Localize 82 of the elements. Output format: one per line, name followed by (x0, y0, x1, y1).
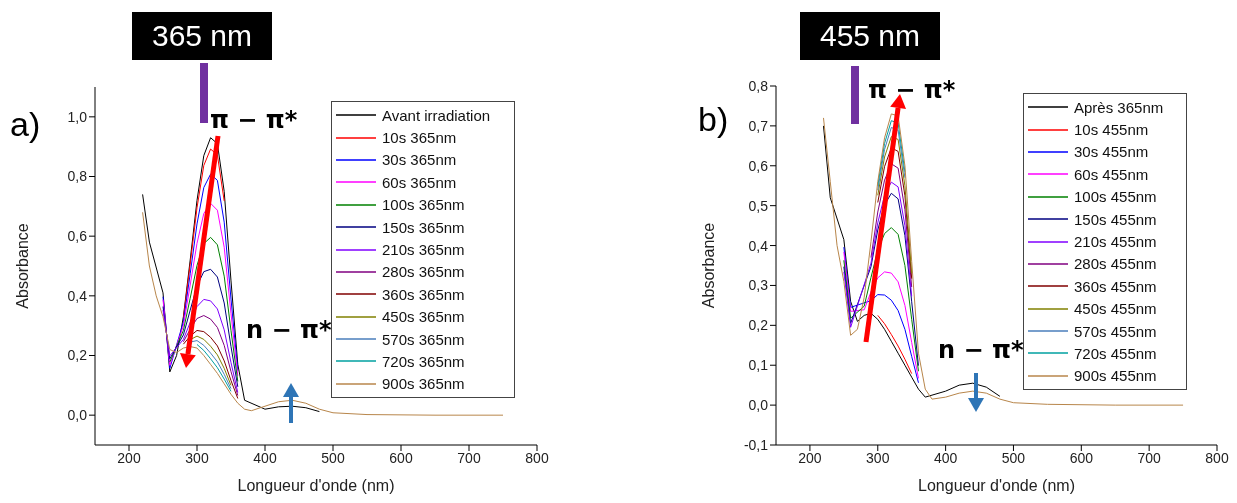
legend-label: 450s 455nm (1074, 300, 1157, 318)
y-tick-label: 0,0 (748, 397, 769, 414)
y-tick-label: 0,4 (67, 287, 88, 304)
text: 455 nm (800, 12, 940, 60)
legend-label: 720s 455nm (1074, 344, 1157, 362)
y-tick-label: 0,6 (67, 228, 88, 245)
x-tick-label: 600 (389, 449, 413, 466)
x-tick-label: 800 (1205, 449, 1229, 466)
line-series (843, 192, 919, 367)
legend-label: 150s 455nm (1074, 210, 1157, 228)
x-tick-label: 200 (798, 449, 822, 466)
x-tick-label: 700 (457, 449, 481, 466)
text: b) (698, 100, 729, 139)
legend-label: 100s 455nm (1074, 188, 1157, 206)
annotation: n − π* (246, 316, 332, 344)
y-tick-label: 0,0 (67, 407, 88, 424)
legend-label: 900s 455nm (1074, 367, 1157, 385)
y-axis-title: Absorbance (14, 223, 31, 309)
legend-label: 10s 455nm (1074, 121, 1149, 139)
line-series (182, 329, 239, 399)
x-tick-label: 300 (866, 449, 890, 466)
annotation: π − π* (210, 106, 298, 134)
legend-label: 280s 365nm (382, 263, 465, 281)
line-series (182, 148, 225, 319)
y-tick-label: 0,1 (748, 357, 769, 374)
legend-label: 30s 455nm (1074, 143, 1149, 161)
y-tick-label: 0,2 (67, 347, 88, 364)
y-tick-label: -0,1 (743, 436, 769, 453)
legend-label: 60s 455nm (1074, 165, 1149, 183)
y-tick-label: 0,5 (748, 197, 769, 214)
annotation: π − π* (868, 76, 956, 104)
x-tick-label: 200 (117, 449, 141, 466)
y-tick-label: 0,4 (748, 237, 769, 254)
annotation: n − π* (938, 336, 1024, 364)
line-series (162, 202, 239, 377)
x-axis-title: Longueur d'onde (nm) (918, 477, 1075, 494)
legend-label: 210s 455nm (1074, 233, 1157, 251)
y-tick-label: 1,0 (67, 108, 88, 125)
legend-label: 900s 365nm (382, 375, 465, 393)
x-tick-label: 400 (933, 449, 958, 466)
line-series (162, 298, 239, 393)
x-axis-title: Longueur d'onde (nm) (237, 477, 395, 494)
line-series (182, 315, 239, 396)
line-series (169, 236, 239, 382)
y-tick-label: 0,3 (748, 277, 769, 294)
y-tick-label: 0,8 (748, 77, 769, 94)
legend-label: 360s 455nm (1074, 277, 1157, 295)
x-tick-label: 600 (1069, 449, 1094, 466)
y-tick-label: 0,7 (748, 117, 769, 134)
line-series (877, 314, 913, 375)
x-tick-label: 500 (321, 449, 345, 466)
legend-label: Après 365nm (1074, 98, 1164, 116)
y-tick-label: 0,8 (67, 168, 88, 185)
y-tick-label: 0,2 (748, 317, 769, 334)
legend-label: 280s 455nm (1074, 255, 1157, 273)
legend-label: Avant irradiation (382, 106, 491, 124)
legend-label: 570s 455nm (1074, 322, 1157, 340)
line-series (162, 173, 239, 372)
legend-label: 360s 365nm (382, 285, 465, 303)
y-axis-title: Absorbance (700, 222, 717, 309)
line-series (142, 211, 504, 416)
legend-label: 150s 365nm (382, 218, 465, 236)
legend-label: 30s 365nm (382, 151, 457, 169)
legend-label: 210s 365nm (382, 241, 465, 259)
line-series (843, 227, 919, 372)
x-tick-label: 400 (253, 449, 277, 466)
legend-label: 60s 365nm (382, 173, 457, 191)
legend-label: 720s 365nm (382, 352, 465, 370)
x-tick-label: 700 (1137, 449, 1162, 466)
line-series (196, 343, 232, 392)
y-tick-label: 0,6 (748, 157, 769, 174)
x-tick-label: 800 (525, 449, 549, 466)
line-series (870, 163, 913, 288)
text: a) (10, 105, 41, 144)
legend-label: 100s 365nm (382, 196, 465, 214)
text: 365 nm (132, 12, 272, 60)
line-series (843, 181, 913, 328)
legend-label: 10s 365nm (382, 129, 457, 147)
x-tick-label: 500 (1001, 449, 1026, 466)
legend-label: 450s 365nm (382, 308, 465, 326)
legend-label: 570s 365nm (382, 330, 465, 348)
x-tick-label: 300 (185, 449, 209, 466)
